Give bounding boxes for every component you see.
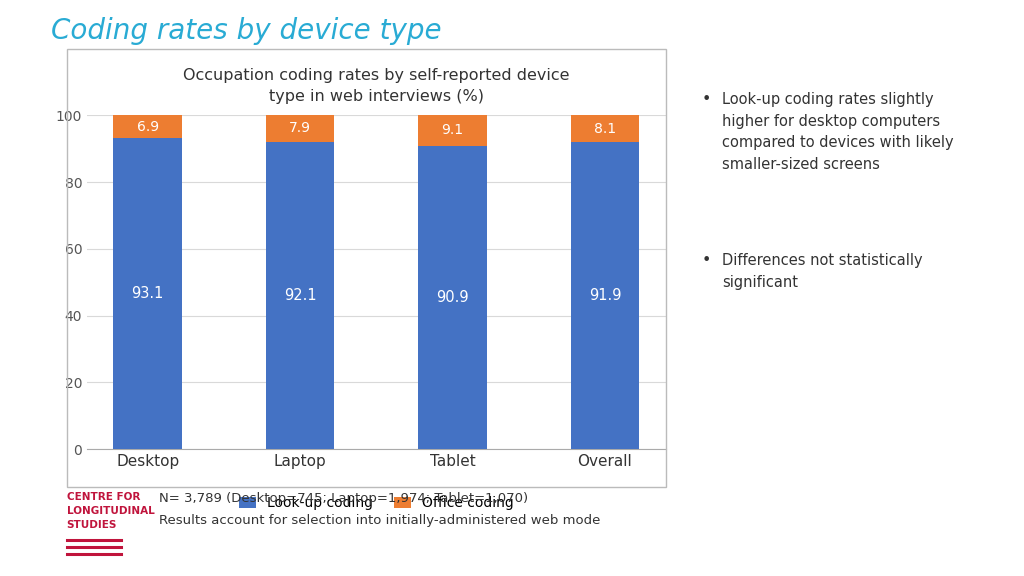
Text: Results account for selection into initially-administered web mode: Results account for selection into initi… (159, 514, 600, 527)
Text: 7.9: 7.9 (289, 122, 311, 135)
Text: 6.9: 6.9 (136, 120, 159, 134)
Text: •: • (701, 253, 711, 268)
Text: Differences not statistically
significant: Differences not statistically significan… (722, 253, 923, 290)
Bar (114, 115, 182, 138)
Bar (266, 142, 335, 449)
Text: Look-up coding rates slightly
higher for desktop computers
compared to devices w: Look-up coding rates slightly higher for… (722, 92, 953, 172)
Bar (570, 115, 639, 142)
Text: N= 3,789 (Desktop=745; Laptop=1,974; Tablet=1,070): N= 3,789 (Desktop=745; Laptop=1,974; Tab… (159, 492, 527, 506)
Bar (418, 146, 486, 449)
Text: CENTRE FOR
LONGITUDINAL
STUDIES: CENTRE FOR LONGITUDINAL STUDIES (67, 492, 155, 530)
Legend: Look-up coding, Office coding: Look-up coding, Office coding (233, 491, 519, 516)
Text: Coding rates by device type: Coding rates by device type (51, 17, 441, 46)
Text: 9.1: 9.1 (441, 123, 464, 138)
Text: •: • (701, 92, 711, 107)
Text: 92.1: 92.1 (284, 288, 316, 303)
Bar (114, 138, 182, 449)
Text: 90.9: 90.9 (436, 290, 469, 305)
Bar (266, 115, 335, 142)
Bar (570, 142, 639, 449)
Text: 93.1: 93.1 (131, 286, 164, 301)
Text: 91.9: 91.9 (589, 288, 622, 304)
Bar (418, 115, 486, 146)
Text: 8.1: 8.1 (594, 122, 616, 136)
Title: Occupation coding rates by self-reported device
type in web interviews (%): Occupation coding rates by self-reported… (183, 69, 569, 104)
